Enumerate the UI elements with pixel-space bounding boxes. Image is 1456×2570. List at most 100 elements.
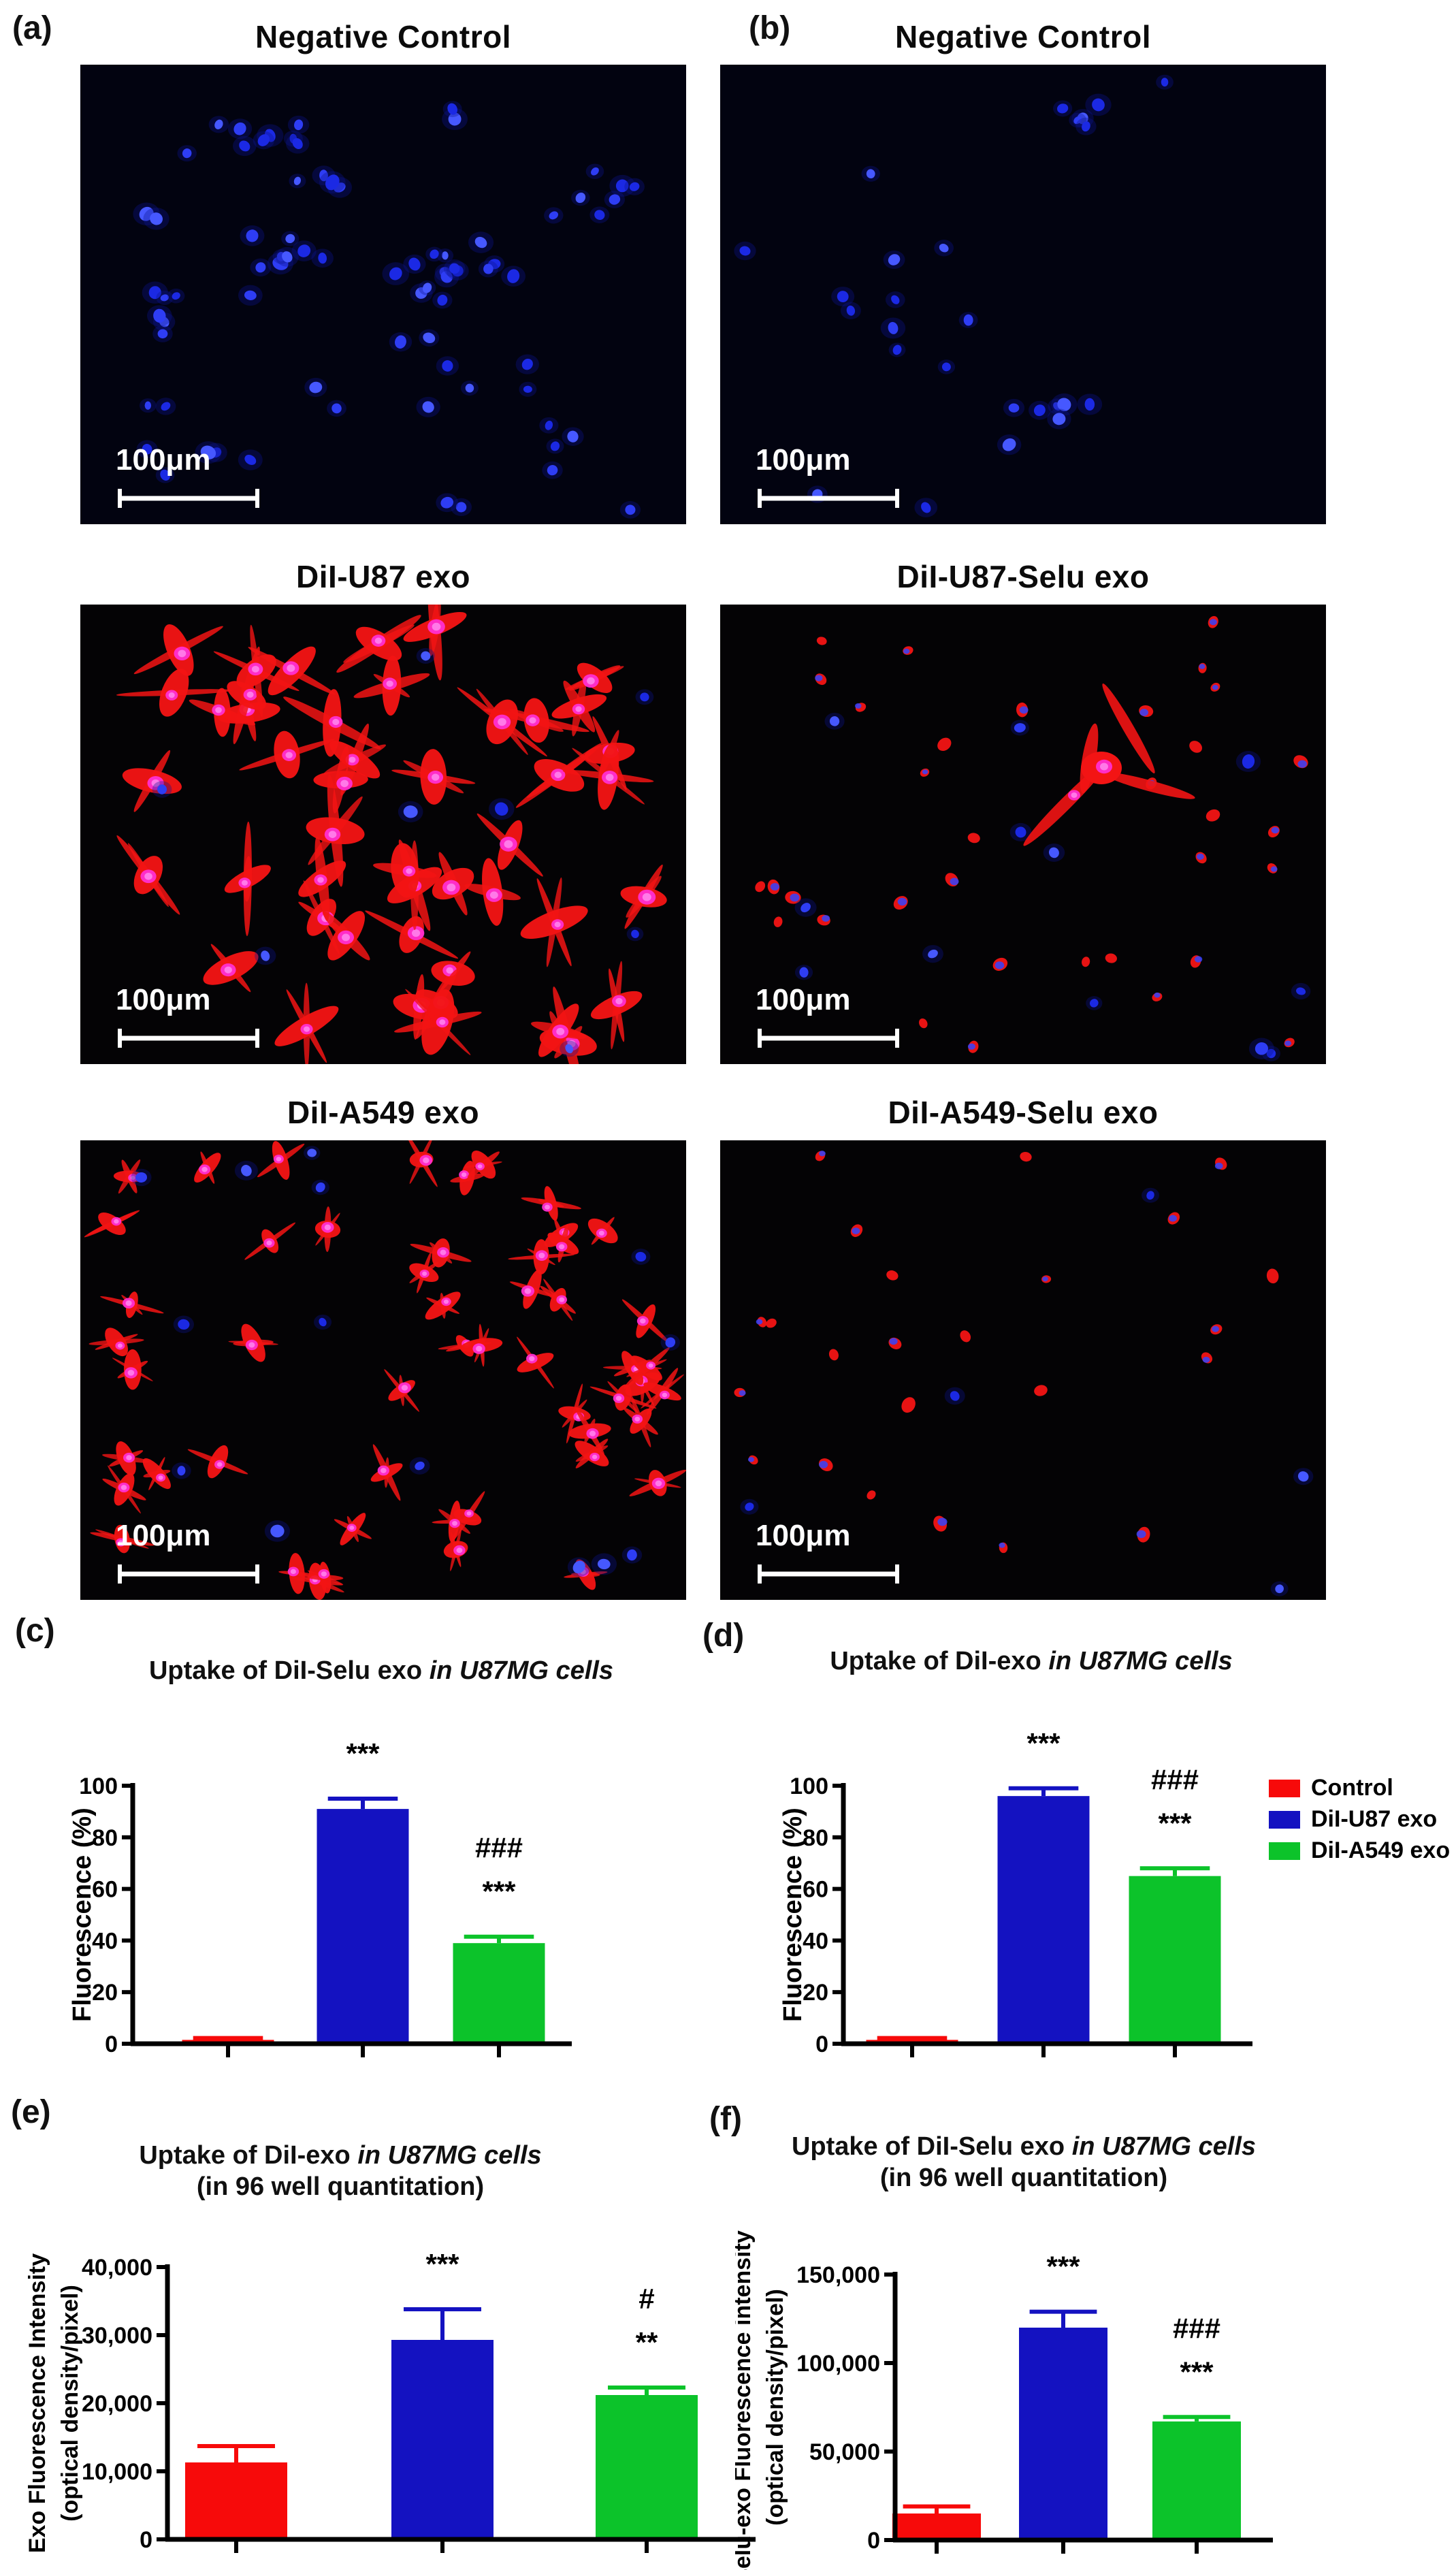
significance-mark: ### (1151, 1763, 1199, 1795)
legend-label: DiI-U87 exo (1311, 1806, 1437, 1832)
y-tick-label: 20 (92, 1980, 118, 2006)
significance-mark: *** (1158, 1807, 1192, 1839)
bar-dii-u87-exo (391, 2340, 494, 2539)
fluorescence-micrograph: 100μm (720, 65, 1326, 524)
micro-panel-dii-u87-selu-exo: DiI-U87-Selu exo 100μm (720, 548, 1326, 1064)
bar-dii-a549-exo (1129, 1876, 1221, 2044)
fluorescence-micrograph: 100μm (80, 605, 686, 1064)
micro-panel-dii-a549-exo: DiI-A549 exo 100μm (80, 1084, 686, 1600)
y-tick-label: 150,000 (796, 2262, 880, 2288)
scale-bar-label: 100μm (756, 1519, 850, 1552)
scale-bar-label: 100μm (756, 443, 850, 477)
chart-title: Uptake of DiI-Selu exo in U87MG cells (792, 2132, 1256, 2161)
significance-mark: *** (1180, 2356, 1214, 2388)
bar-dii-a549-exo (453, 1943, 545, 2044)
scale-bar: 100μm (116, 983, 259, 1048)
legend-label: DiI-A549 exo (1311, 1837, 1450, 1863)
y-tick-label: 40,000 (82, 2255, 152, 2281)
y-axis-label: (optical density/pixel) (762, 2289, 788, 2526)
significance-mark: # (638, 2283, 654, 2315)
micro-panel-negative-control-a: Negative Control 100μm (80, 8, 686, 524)
significance-mark: ** (636, 2326, 658, 2358)
y-tick-label: 20,000 (82, 2391, 152, 2417)
y-tick-label: 0 (815, 2031, 828, 2057)
y-tick-label: 100 (79, 1773, 118, 1799)
legend-label: Control (1311, 1775, 1393, 1801)
y-axis-label: (optical density/pixel) (57, 2285, 83, 2522)
chart-title: Uptake of DiI-exo in U87MG cells (830, 1647, 1232, 1675)
y-tick-label: 0 (140, 2527, 152, 2553)
micro-panel-title: Negative Control (894, 18, 1152, 54)
y-tick-label: 60 (92, 1877, 118, 1903)
micro-image-background (720, 1140, 1326, 1600)
y-tick-label: 50,000 (809, 2439, 880, 2465)
significance-mark: ### (475, 1832, 523, 1864)
y-axis-label: Selu-exo Fluorescence intensity (735, 2230, 756, 2570)
cells-layer (755, 615, 1311, 1061)
scale-bar: 100μm (116, 1519, 259, 1584)
y-tick-label: 20 (803, 1980, 828, 2006)
panel-letter-f: (f) (709, 2101, 742, 2137)
cells-layer (133, 101, 645, 519)
y-tick-label: 0 (867, 2528, 880, 2554)
scale-bar-label: 100μm (116, 1519, 210, 1552)
panel-letter-e: (e) (11, 2094, 51, 2130)
fluorescence-micrograph: 100μm (80, 1140, 686, 1600)
scale-bar-label: 100μm (756, 983, 850, 1016)
cells-layer (734, 1151, 1314, 1596)
significance-mark: *** (346, 1737, 380, 1769)
significance-mark: *** (482, 1876, 516, 1908)
micro-panel-negative-control-b: Negative Control 100μm (720, 8, 1326, 524)
y-axis-label: Fluorescence (%) (779, 1808, 807, 2022)
micro-panel-title: DiI-U87 exo (295, 558, 471, 594)
bar-dii-a549-exo (1152, 2421, 1241, 2540)
scale-bar: 100μm (756, 1519, 899, 1584)
bar-dii-u87-exo (997, 1796, 1090, 2044)
micro-panel-title: DiI-U87-Selu exo (896, 558, 1150, 594)
y-tick-label: 100 (790, 1773, 828, 1799)
y-tick-label: 10,000 (82, 2459, 152, 2485)
bar-chart-uptake-dii-exo: *** *** ### 0 20 40 60 80 100 Uptake of DiI-exo i… (779, 1647, 1450, 2057)
cells-layer (84, 1140, 686, 1600)
scale-bar: 100μm (116, 443, 259, 508)
cells-layer (734, 74, 1174, 517)
legend-swatch-u87 (1269, 1811, 1300, 1829)
fluorescence-micrograph: 100μm (720, 1140, 1326, 1600)
chart-subtitle: (in 96 well quantitation) (197, 2172, 484, 2201)
bar-chart-uptake-dii-selu-exo-96well: *** *** ### 0 50,000 100,000 150,000 Uptake of … (735, 2132, 1273, 2570)
cells-layer (116, 605, 667, 1064)
legend-swatch-a549 (1269, 1842, 1300, 1860)
legend: Control DiI-U87 exo DiI-A549 exo (1269, 1775, 1450, 1863)
bar-dii-u87-exo (1019, 2328, 1107, 2540)
bar-dii-a549-exo (596, 2395, 698, 2539)
micro-panel-dii-a549-selu-exo: DiI-A549-Selu exo 100μm (720, 1084, 1326, 1600)
significance-mark: ### (1173, 2312, 1220, 2344)
significance-mark: *** (1046, 2251, 1080, 2283)
micro-panel-title: DiI-A549-Selu exo (888, 1094, 1159, 1130)
scale-bar-label: 100μm (116, 983, 210, 1016)
significance-mark: *** (1026, 1727, 1061, 1759)
chart-title: Uptake of DiI-Selu exo in U87MG cells (149, 1656, 613, 1685)
scale-bar: 100μm (756, 443, 899, 508)
y-tick-label: 0 (105, 2031, 118, 2057)
scale-bar-label: 100μm (116, 443, 210, 477)
panel-letter-d: (d) (702, 1618, 745, 1654)
y-tick-label: 60 (803, 1877, 828, 1903)
scale-bar: 100μm (756, 983, 899, 1048)
fluorescence-micrograph: 100μm (720, 605, 1326, 1064)
micro-panel-title: DiI-A549 exo (287, 1094, 480, 1130)
chart-subtitle: (in 96 well quantitation) (880, 2164, 1167, 2192)
y-tick-label: 30,000 (82, 2323, 152, 2349)
y-axis-label: Fluorescence (%) (68, 1808, 97, 2022)
bar-dii-u87-exo (317, 1809, 409, 2044)
micro-panel-title: Negative Control (255, 18, 512, 54)
panel-letter-b: (b) (749, 10, 791, 46)
y-tick-label: 80 (92, 1825, 118, 1851)
legend-swatch-control (1269, 1780, 1300, 1797)
micro-image-background (80, 65, 686, 524)
micro-panel-dii-u87-exo: DiI-U87 exo 100μm (80, 548, 686, 1064)
y-tick-label: 100,000 (796, 2351, 880, 2377)
y-axis-label: Exo Fluorescence Intensity (25, 2253, 50, 2553)
